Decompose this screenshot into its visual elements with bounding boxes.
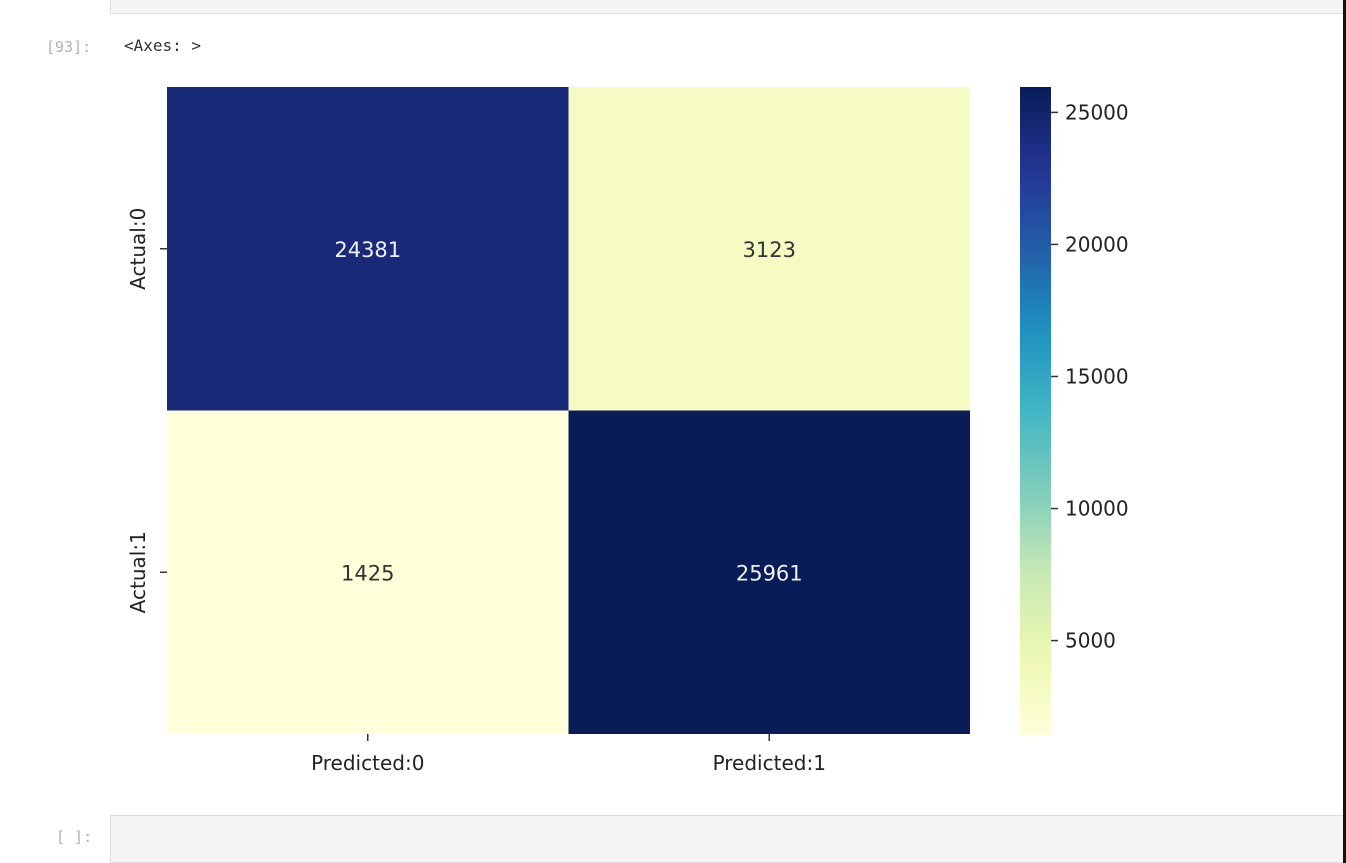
next-cell-input[interactable] bbox=[110, 815, 1346, 863]
output-repr-text: <Axes: > bbox=[124, 36, 202, 55]
colorbar bbox=[1020, 87, 1051, 735]
colorbar-tick-label: 5000 bbox=[1065, 629, 1116, 653]
previous-cell-input[interactable] bbox=[110, 0, 1346, 14]
cell-annotation: 24381 bbox=[334, 238, 401, 262]
colorbar-tick-label: 10000 bbox=[1065, 497, 1129, 521]
heatmap-cell bbox=[568, 410, 970, 734]
colorbar-tick-label: 15000 bbox=[1065, 364, 1129, 388]
x-tick-label: Predicted:0 bbox=[311, 751, 424, 775]
colorbar-tick-label: 25000 bbox=[1065, 100, 1129, 124]
x-tick-label: Predicted:1 bbox=[713, 751, 826, 775]
confusion-matrix-heatmap: 24381 3123 1425 25961 Predicted:0 Predicted:1… bbox=[126, 87, 1129, 775]
cell-annotation: 25961 bbox=[736, 561, 803, 585]
next-cell-prompt: [ ]: bbox=[56, 828, 93, 846]
heatmap-cell bbox=[167, 87, 569, 411]
cell-annotation: 3123 bbox=[743, 238, 796, 262]
window-edge bbox=[1343, 0, 1346, 863]
output-prompt: [93]: bbox=[46, 38, 92, 56]
cell-annotation: 1425 bbox=[341, 561, 394, 585]
y-tick-label: Actual:0 bbox=[126, 208, 150, 290]
y-tick-label: Actual:1 bbox=[126, 531, 150, 613]
heatmap-cell bbox=[167, 410, 569, 734]
colorbar-tick-label: 20000 bbox=[1065, 232, 1129, 256]
heatmap-cell bbox=[568, 87, 970, 411]
